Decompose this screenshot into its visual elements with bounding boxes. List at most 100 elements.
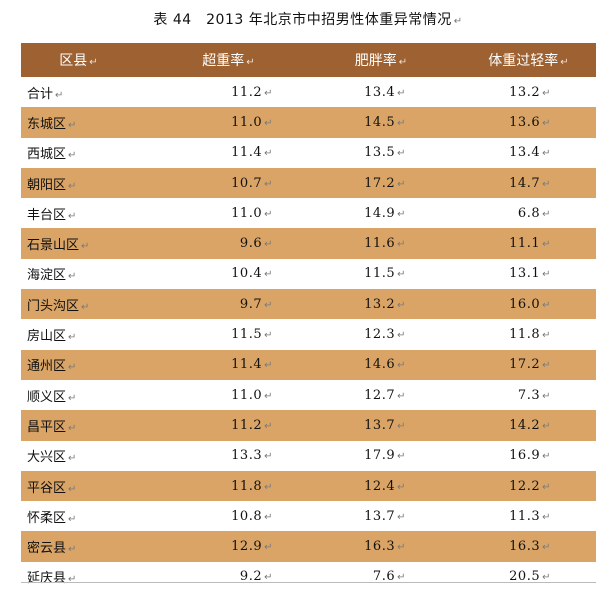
paragraph-mark-icon: ↵ bbox=[68, 513, 77, 525]
district-name-value: 顺义区 bbox=[27, 389, 67, 405]
overweight-rate-cell: 12.9 ↵ bbox=[136, 531, 291, 561]
table-row: 海淀区 ↵ 10.4 ↵ 11.5 ↵ 13.1 ↵ bbox=[21, 258, 596, 290]
paragraph-mark-icon: ↵ bbox=[264, 178, 273, 190]
paragraph-mark-icon: ↵ bbox=[542, 390, 551, 402]
underweight-rate-cell: 12.2 ↵ bbox=[441, 471, 596, 501]
underweight-rate-value: 16.9 bbox=[509, 448, 541, 464]
overweight-rate-cell: 11.4 ↵ bbox=[136, 350, 291, 380]
paragraph-mark-icon: ↵ bbox=[397, 239, 406, 251]
overweight-rate-value: 11.5 bbox=[231, 327, 263, 343]
overweight-rate-value: 10.4 bbox=[231, 266, 263, 282]
table-row: 东城区 ↵ 11.0 ↵ 14.5 ↵ 13.6 ↵ bbox=[21, 107, 596, 138]
table-bottom-border bbox=[21, 582, 596, 583]
obesity-rate-value: 14.5 bbox=[364, 114, 396, 130]
district-name-cell: 西城区 ↵ bbox=[21, 138, 136, 168]
underweight-rate-value: 17.2 bbox=[509, 357, 541, 373]
underweight-rate-value: 11.1 bbox=[509, 236, 541, 252]
district-name-value: 朝阳区 bbox=[27, 177, 67, 193]
underweight-rate-value: 14.7 bbox=[509, 175, 541, 191]
district-name-cell: 昌平区 ↵ bbox=[21, 410, 136, 440]
district-name-value: 延庆县 bbox=[27, 571, 67, 587]
paragraph-mark-icon: ↵ bbox=[68, 544, 77, 556]
header-underweight: 体重过轻率 ↵ bbox=[488, 53, 569, 69]
obesity-rate-cell: 13.2 ↵ bbox=[291, 289, 441, 319]
underweight-rate-value: 13.2 bbox=[509, 84, 541, 100]
paragraph-mark-icon: ↵ bbox=[397, 542, 406, 554]
underweight-rate-value: 20.5 bbox=[509, 569, 541, 585]
table-row: 石景山区 ↵ 9.6 ↵ 11.6 ↵ 11.1 ↵ bbox=[21, 228, 596, 259]
paragraph-mark-icon: ↵ bbox=[397, 148, 406, 160]
district-name-cell: 大兴区 ↵ bbox=[21, 441, 136, 471]
paragraph-mark-icon: ↵ bbox=[542, 178, 551, 190]
underweight-rate-cell: 20.5 ↵ bbox=[441, 562, 596, 592]
paragraph-mark-icon: ↵ bbox=[397, 178, 406, 190]
table-row: 房山区 ↵ 11.5 ↵ 12.3 ↵ 11.8 ↵ bbox=[21, 319, 596, 350]
paragraph-mark-icon: ↵ bbox=[264, 239, 273, 251]
paragraph-mark-icon: ↵ bbox=[542, 208, 551, 220]
table-title: 表 44 2013 年北京市中招男性体重异常情况 ↵ bbox=[0, 9, 616, 29]
district-name-cell: 海淀区 ↵ bbox=[21, 259, 136, 289]
underweight-rate-value: 12.2 bbox=[509, 478, 541, 494]
district-name-value: 通州区 bbox=[27, 359, 67, 375]
underweight-rate-cell: 7.3 ↵ bbox=[441, 380, 596, 410]
district-name-value: 门头沟区 bbox=[27, 298, 80, 314]
district-name-value: 石景山区 bbox=[27, 238, 80, 254]
district-name-value: 房山区 bbox=[27, 329, 67, 345]
overweight-rate-value: 13.3 bbox=[231, 448, 263, 464]
paragraph-mark-icon: ↵ bbox=[542, 239, 551, 251]
table-row: 门头沟区 ↵ 9.7 ↵ 13.2 ↵ 16.0 ↵ bbox=[21, 289, 596, 320]
overweight-rate-cell: 13.3 ↵ bbox=[136, 441, 291, 471]
paragraph-mark-icon: ↵ bbox=[397, 208, 406, 220]
paragraph-mark-icon: ↵ bbox=[68, 362, 77, 374]
data-table: 区县 ↵ 超重率 ↵ 肥胖率 ↵ 体重过轻率 ↵ 合计 ↵ 11.2 ↵ 13.4 ↵ 13.2 ↵ 东… bbox=[21, 43, 596, 592]
obesity-rate-cell: 12.4 ↵ bbox=[291, 471, 441, 501]
district-name-cell: 房山区 ↵ bbox=[21, 319, 136, 349]
paragraph-mark-icon: ↵ bbox=[89, 57, 98, 68]
district-name-cell: 密云县 ↵ bbox=[21, 531, 136, 561]
table-row: 怀柔区 ↵ 10.8 ↵ 13.7 ↵ 11.3 ↵ bbox=[21, 501, 596, 532]
paragraph-mark-icon: ↵ bbox=[264, 481, 273, 493]
overweight-rate-value: 11.2 bbox=[231, 417, 263, 433]
paragraph-mark-icon: ↵ bbox=[68, 210, 77, 222]
paragraph-mark-icon: ↵ bbox=[542, 360, 551, 372]
paragraph-mark-icon: ↵ bbox=[397, 451, 406, 463]
paragraph-mark-icon: ↵ bbox=[264, 420, 273, 432]
paragraph-mark-icon: ↵ bbox=[264, 117, 273, 129]
paragraph-mark-icon: ↵ bbox=[397, 390, 406, 402]
district-name-value: 大兴区 bbox=[27, 450, 67, 466]
district-name-cell: 丰台区 ↵ bbox=[21, 198, 136, 228]
obesity-rate-cell: 11.5 ↵ bbox=[291, 259, 441, 289]
district-name-value: 西城区 bbox=[27, 147, 67, 163]
underweight-rate-cell: 13.1 ↵ bbox=[441, 259, 596, 289]
overweight-rate-value: 11.0 bbox=[231, 114, 263, 130]
underweight-rate-value: 13.1 bbox=[509, 266, 541, 282]
table-row: 昌平区 ↵ 11.2 ↵ 13.7 ↵ 14.2 ↵ bbox=[21, 410, 596, 441]
obesity-rate-cell: 14.5 ↵ bbox=[291, 107, 441, 137]
obesity-rate-value: 13.2 bbox=[364, 296, 396, 312]
underweight-rate-cell: 11.1 ↵ bbox=[441, 228, 596, 258]
paragraph-mark-icon: ↵ bbox=[542, 420, 551, 432]
paragraph-mark-icon: ↵ bbox=[264, 542, 273, 554]
obesity-rate-value: 11.6 bbox=[364, 236, 396, 252]
obesity-rate-cell: 17.9 ↵ bbox=[291, 441, 441, 471]
paragraph-mark-icon: ↵ bbox=[264, 572, 273, 584]
underweight-rate-value: 6.8 bbox=[517, 205, 541, 221]
underweight-rate-cell: 13.2 ↵ bbox=[441, 77, 596, 107]
overweight-rate-value: 9.7 bbox=[239, 296, 263, 312]
paragraph-mark-icon: ↵ bbox=[68, 453, 77, 465]
underweight-rate-cell: 6.8 ↵ bbox=[441, 198, 596, 228]
table-row: 合计 ↵ 11.2 ↵ 13.4 ↵ 13.2 ↵ bbox=[21, 77, 596, 108]
paragraph-mark-icon: ↵ bbox=[264, 330, 273, 342]
paragraph-mark-icon: ↵ bbox=[397, 481, 406, 493]
paragraph-mark-icon: ↵ bbox=[68, 271, 77, 283]
obesity-rate-value: 13.5 bbox=[364, 145, 396, 161]
paragraph-mark-icon: ↵ bbox=[264, 148, 273, 160]
table-row: 顺义区 ↵ 11.0 ↵ 12.7 ↵ 7.3 ↵ bbox=[21, 379, 596, 411]
paragraph-mark-icon: ↵ bbox=[68, 119, 77, 131]
overweight-rate-cell: 9.6 ↵ bbox=[136, 228, 291, 258]
underweight-rate-cell: 16.9 ↵ bbox=[441, 441, 596, 471]
underweight-rate-cell: 17.2 ↵ bbox=[441, 350, 596, 380]
underweight-rate-value: 14.2 bbox=[509, 417, 541, 433]
paragraph-mark-icon: ↵ bbox=[68, 332, 77, 344]
paragraph-mark-icon: ↵ bbox=[542, 269, 551, 281]
